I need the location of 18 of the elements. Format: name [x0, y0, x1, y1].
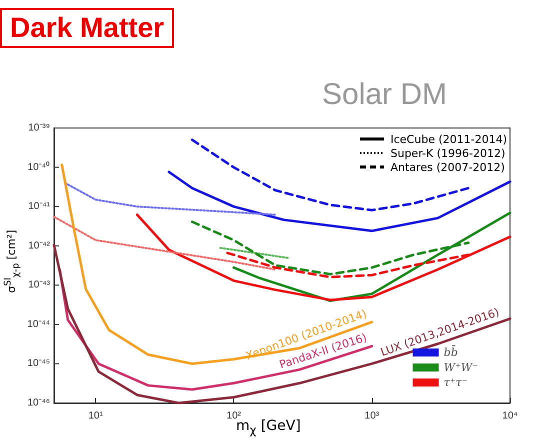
- legend-label: τ⁺τ⁻: [444, 376, 468, 389]
- y-tick-label: 10⁻⁴⁶: [27, 398, 50, 408]
- x-tick-label: 10³: [364, 410, 380, 422]
- y-tick-label: 10⁻⁴⁵: [27, 358, 50, 370]
- y-tick-label: 10⁻⁴²: [28, 240, 51, 252]
- y-tick-label: 10⁻³⁹: [28, 122, 50, 134]
- x-tick-label: 10¹: [88, 410, 104, 422]
- annotation: IceCube (2011-2014): [390, 132, 507, 146]
- annotation: Super-K (1996-2012): [390, 146, 506, 160]
- chart-title: Dark Matter: [0, 8, 174, 48]
- y-tick-label: 10⁻⁴³: [28, 280, 51, 291]
- annotation: Antares (2007-2012): [390, 160, 505, 174]
- y-tick-label: 10⁻⁴⁴: [27, 318, 50, 330]
- x-tick-label: 10⁴: [502, 410, 518, 422]
- y-tick-label: 10⁻⁴¹: [28, 201, 51, 212]
- chart-subtitle: Solar DM: [322, 78, 448, 112]
- y-tick-label: 10⁻⁴⁰: [28, 160, 50, 173]
- legend-label: W⁺W⁻: [444, 361, 478, 374]
